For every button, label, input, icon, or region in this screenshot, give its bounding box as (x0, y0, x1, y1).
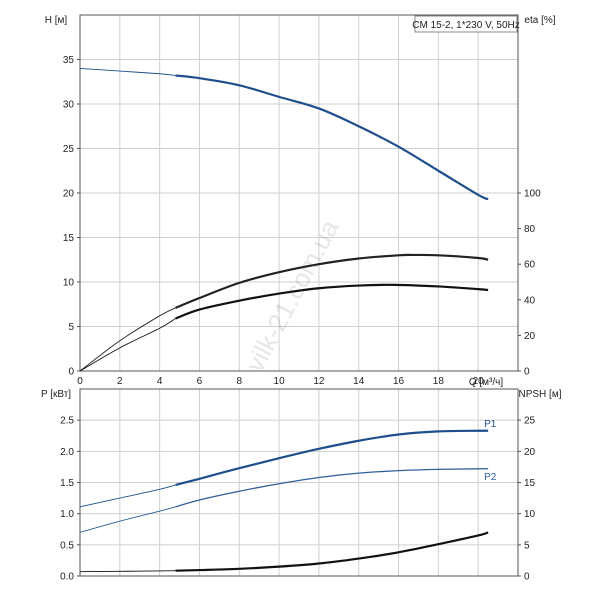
top-series (79, 67, 489, 372)
series-line (175, 74, 489, 201)
left-tick-label: 25 (63, 144, 75, 155)
series-line-thin (79, 506, 176, 533)
x-tick-label: 4 (157, 376, 163, 387)
title-box (414, 15, 518, 33)
x-tick-label: 10 (274, 376, 286, 387)
bottom-grid (80, 388, 518, 576)
series-label: P2 (484, 472, 497, 483)
left-tick-label: 30 (63, 100, 75, 111)
bottom-right-axis-title: NPSH [м] (519, 389, 562, 400)
top-tick-labels: 0 5 10 15 20 25 30 35 0 20 40 60 80 100 0 2 4 6 8 10 12 14 16 1… (63, 55, 541, 387)
left-tick-label: 0 (68, 367, 74, 378)
right-tick-label: 0 (524, 367, 530, 378)
left-tick-label: 0.0 (60, 572, 74, 583)
right-tick-label: 20 (524, 447, 536, 458)
series-line (175, 283, 489, 320)
top-y-axis-title: H [м] (45, 15, 68, 26)
left-tick-label: 0.5 (60, 540, 74, 551)
series-line (175, 253, 489, 309)
series-line (175, 531, 489, 572)
left-tick-label: 2.0 (60, 447, 74, 458)
right-tick-label: 100 (524, 189, 541, 200)
x-tick-label: 14 (353, 376, 365, 387)
left-tick-label: 1.5 (60, 478, 74, 489)
right-tick-label: 5 (524, 540, 530, 551)
x-tick-label: 16 (393, 376, 405, 387)
series-line-thin (79, 67, 176, 76)
right-tick-label: 80 (524, 224, 536, 235)
x-tick-label: 8 (236, 376, 242, 387)
watermark-text: vilk-21.com.ua (239, 214, 344, 377)
x-tick-label: 18 (433, 376, 445, 387)
right-tick-label: 60 (524, 260, 536, 271)
series-line-thin (79, 318, 176, 372)
bottom-tick-labels: 0.0 0.5 1.0 1.5 2.0 2.5 0 5 10 15 20 25 (60, 416, 535, 583)
bottom-panel: 0.0 0.5 1.0 1.5 2.0 2.5 0 5 10 15 20 25 P1 P2 P [кВт… (41, 388, 562, 583)
left-tick-label: 1.0 (60, 509, 74, 520)
x-tick-label: 0 (77, 376, 83, 387)
top-panel: 0 5 10 15 20 25 30 35 0 20 40 60 80 100 0 2 4 6 8 10 12 14 16 1… (45, 14, 556, 388)
right-tick-label: 15 (524, 478, 536, 489)
top-right-axis-title: eta [%] (524, 15, 555, 26)
series-line (175, 429, 489, 487)
left-tick-label: 35 (63, 55, 75, 66)
left-tick-label: 20 (63, 189, 75, 200)
left-tick-label: 10 (63, 278, 75, 289)
bottom-y-axis-title: P [кВт] (41, 389, 71, 400)
bottom-series: P1 P2 (79, 419, 497, 573)
right-tick-label: 40 (524, 295, 536, 306)
x-tick-label: 6 (197, 376, 203, 387)
series-line (175, 468, 489, 508)
series-line-thin (79, 484, 176, 508)
right-tick-label: 25 (524, 416, 536, 427)
series-line-thin (79, 570, 176, 573)
right-tick-label: 10 (524, 509, 536, 520)
top-grid (80, 14, 518, 371)
left-tick-label: 2.5 (60, 416, 74, 427)
series-label: P1 (484, 419, 497, 430)
right-tick-label: 0 (524, 572, 530, 583)
right-tick-label: 20 (524, 331, 536, 342)
x-tick-label: 12 (313, 376, 325, 387)
left-tick-label: 15 (63, 233, 75, 244)
chart-title: CM 15-2, 1*230 V, 50Hz (412, 20, 519, 31)
series-line-thin (79, 307, 176, 372)
x-tick-label: 2 (117, 376, 123, 387)
x-tick-label: 20 (473, 376, 485, 387)
x-axis-title: Q [м³/ч] (469, 377, 504, 388)
left-tick-label: 5 (68, 322, 74, 333)
